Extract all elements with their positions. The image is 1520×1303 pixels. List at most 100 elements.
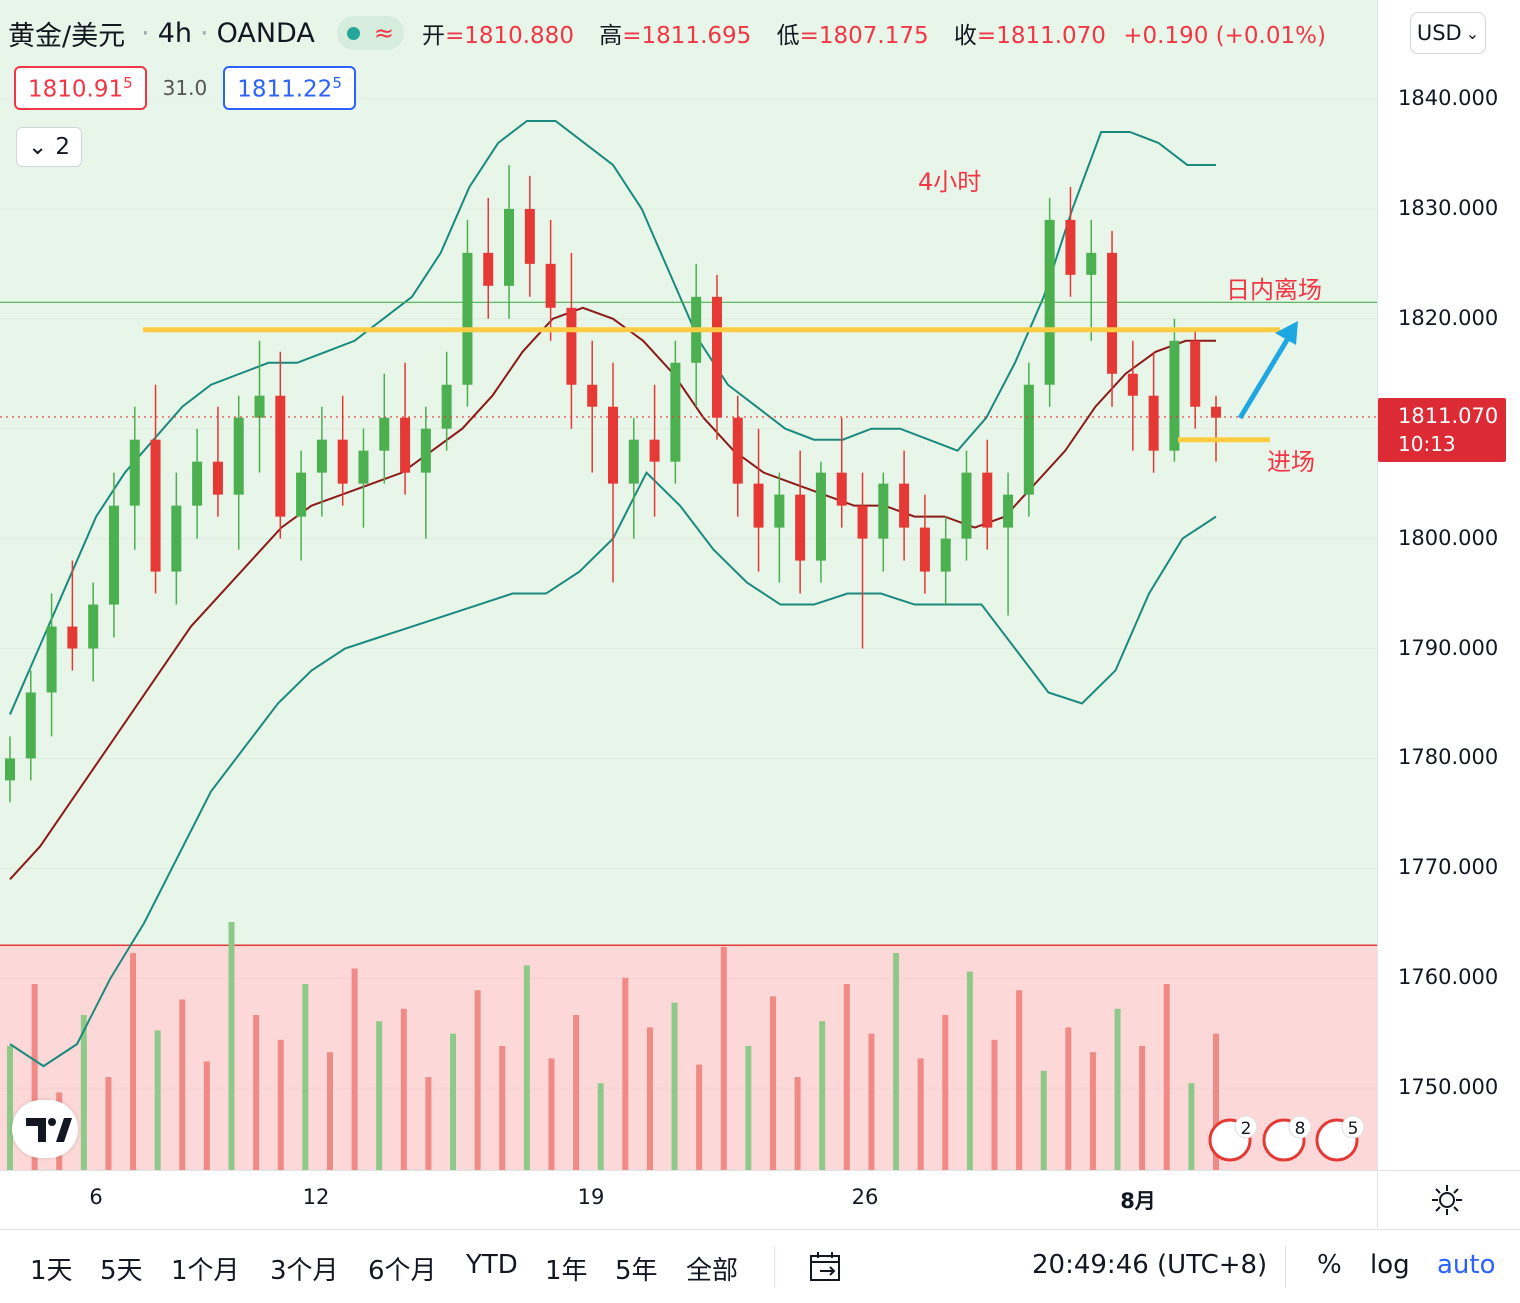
volume-bar xyxy=(622,977,629,1170)
trend-arrow-icon xyxy=(1237,333,1293,420)
symbol-legend: 黄金/美元 · 4h · OANDA ≈ 开=1810.880 高=1811.6… xyxy=(8,10,1338,56)
volume-bar xyxy=(1163,984,1170,1170)
toolbar-divider xyxy=(1285,1246,1286,1288)
close-label: 收 xyxy=(953,23,977,49)
event-count: 5 xyxy=(1348,1119,1359,1139)
legend-separator: · xyxy=(141,17,150,49)
axis-settings-corner[interactable] xyxy=(1377,1170,1520,1229)
candle-body xyxy=(150,439,161,572)
candle-body xyxy=(670,362,681,462)
candle-body xyxy=(795,494,806,561)
range-1m[interactable]: 1个月 xyxy=(171,1256,240,1286)
range-all[interactable]: 全部 xyxy=(686,1256,739,1286)
event-count-badge xyxy=(1341,1115,1365,1139)
candle-body xyxy=(420,428,431,473)
price-tick-label: 1830.000 xyxy=(1398,195,1499,220)
candle-body xyxy=(524,208,535,264)
auto-scale-toggle[interactable]: auto xyxy=(1437,1250,1496,1280)
annotation-entry: 进场 xyxy=(1267,448,1315,476)
price-chart[interactable]: 2 8 5 xyxy=(0,0,1377,1170)
time-tick-label: 26 xyxy=(851,1185,879,1209)
volume-bar xyxy=(351,968,358,1170)
change-value: +0.190 (+0.01%) xyxy=(1123,23,1326,49)
volume-bar xyxy=(843,984,850,1170)
candle-body xyxy=(25,692,36,759)
candle-body xyxy=(5,758,15,781)
volume-bar xyxy=(917,1058,924,1170)
bid-pip: 5 xyxy=(123,73,133,92)
volume-bar xyxy=(720,946,727,1170)
volume-bar xyxy=(991,1039,998,1170)
volume-bar xyxy=(769,996,776,1170)
indicators-collapse-button[interactable]: ⌄ 2 xyxy=(16,127,82,167)
settings-gear-icon[interactable] xyxy=(1430,1183,1464,1217)
log-scale-toggle[interactable]: log xyxy=(1370,1250,1410,1280)
candle-body xyxy=(1107,252,1118,374)
price-axis[interactable]: USD ⌄ 1840.0001830.0001820.0001810.00018… xyxy=(1377,0,1520,1170)
annotation-title: 4小时 xyxy=(918,168,982,196)
volume-bar xyxy=(548,1058,555,1170)
candle-body xyxy=(545,263,556,308)
volume-bar xyxy=(228,922,235,1170)
toolbar-divider xyxy=(774,1246,775,1288)
candle-body xyxy=(296,472,307,517)
market-status-pill[interactable]: ≈ xyxy=(336,16,404,50)
low-value: =1807.175 xyxy=(799,23,929,49)
volume-bar xyxy=(1089,1052,1096,1170)
clock-timezone[interactable]: 20:49:46 (UTC+8) xyxy=(1032,1250,1268,1280)
tradingview-logo[interactable] xyxy=(12,1100,78,1158)
candle-body xyxy=(566,307,577,385)
candle-body xyxy=(982,472,993,528)
candle-body xyxy=(108,505,119,605)
range-5y[interactable]: 5年 xyxy=(615,1256,658,1286)
range-5d[interactable]: 5天 xyxy=(100,1256,143,1286)
legend-separator: · xyxy=(200,17,209,49)
candle-body xyxy=(711,296,722,418)
volume-bar xyxy=(277,1039,284,1170)
buy-price-button[interactable]: 1811.225 xyxy=(223,65,356,111)
low-label: 低 xyxy=(776,23,800,49)
volume-bar xyxy=(597,1083,604,1170)
range-3m[interactable]: 3个月 xyxy=(270,1256,339,1286)
event-count: 8 xyxy=(1295,1119,1306,1139)
volume-bar xyxy=(745,1046,752,1170)
symbol-name[interactable]: 黄金/美元 xyxy=(8,20,126,52)
volume-bar xyxy=(893,953,900,1170)
range-1y[interactable]: 1年 xyxy=(545,1256,588,1286)
range-1d[interactable]: 1天 xyxy=(30,1256,73,1286)
currency-select[interactable]: USD ⌄ xyxy=(1410,12,1486,54)
interval-label[interactable]: 4h xyxy=(157,17,192,49)
event-count-badge xyxy=(1288,1115,1312,1139)
volume-bar xyxy=(868,1033,875,1170)
source-label: OANDA xyxy=(216,17,315,49)
time-axis[interactable]: 6 12 19 26 8月 xyxy=(0,1170,1377,1229)
candle-body xyxy=(649,439,660,462)
volume-bar xyxy=(154,1030,161,1170)
volume-bar xyxy=(1016,990,1023,1170)
sell-price-button[interactable]: 1810.915 xyxy=(14,65,147,111)
candle-body xyxy=(504,208,515,286)
annotation-exit: 日内离场 xyxy=(1226,276,1322,304)
candle-body xyxy=(1023,384,1034,495)
candle-body xyxy=(1086,252,1097,275)
last-price-label: 1811.070 10:13 xyxy=(1378,398,1506,462)
candle-body xyxy=(441,384,452,429)
candle-body xyxy=(878,483,889,539)
candle-body xyxy=(815,472,826,561)
open-value: =1810.880 xyxy=(444,23,574,49)
bottom-toolbar: 1天 5天 1个月 3个月 6个月 YTD 1年 5年 全部 20:49:46 … xyxy=(0,1229,1520,1303)
volume-bar xyxy=(130,953,137,1170)
candle-body xyxy=(899,483,910,528)
candle-body xyxy=(774,494,785,528)
volume-bar xyxy=(400,1008,407,1170)
ask-price: 1811.22 xyxy=(237,76,333,103)
currency-label: USD xyxy=(1416,21,1462,45)
range-6m[interactable]: 6个月 xyxy=(368,1256,437,1286)
candle-body xyxy=(1044,219,1055,385)
candle-body xyxy=(1190,340,1201,407)
range-ytd[interactable]: YTD xyxy=(466,1250,518,1280)
percent-scale-toggle[interactable]: % xyxy=(1317,1250,1342,1280)
go-to-date-icon[interactable] xyxy=(808,1250,844,1284)
time-tick-label: 19 xyxy=(577,1185,605,1209)
